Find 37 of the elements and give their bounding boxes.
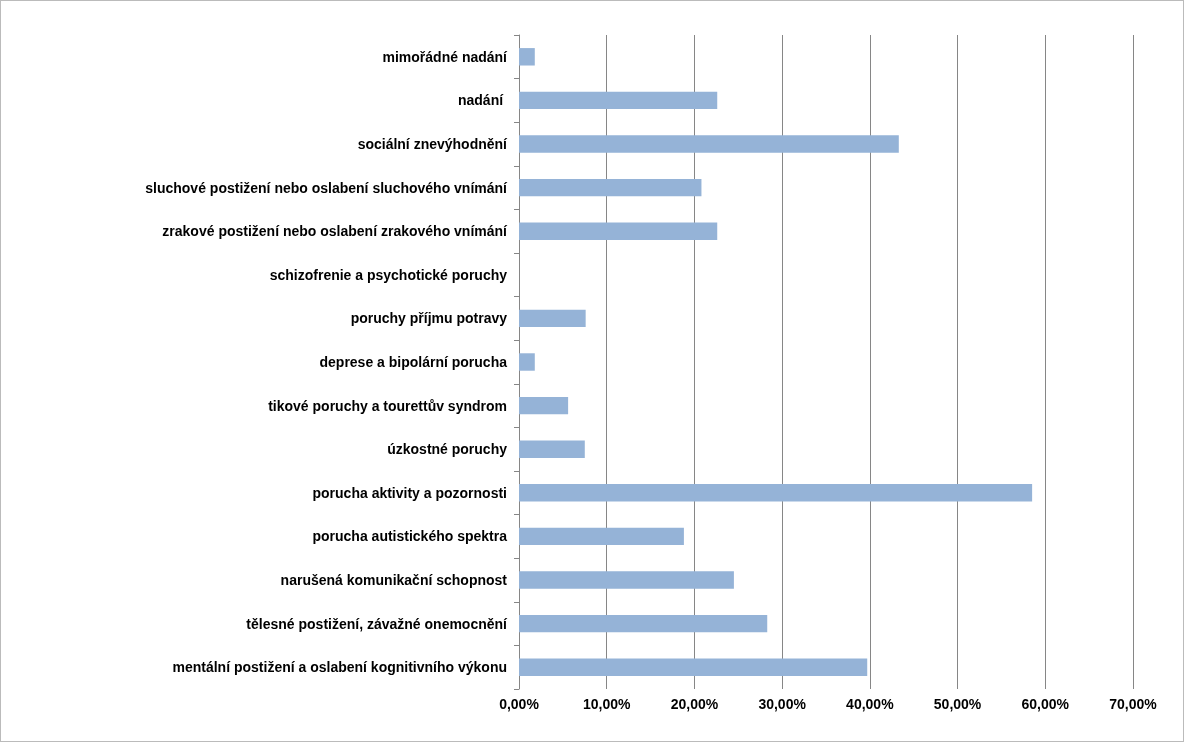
y-tick-label: deprese a bipolární porucha: [319, 354, 508, 370]
x-tick-label: 40,00%: [846, 696, 895, 712]
bar: [519, 658, 868, 676]
y-tick-label: poruchy příjmu potravy: [350, 310, 508, 327]
y-tick-label: schizofrenie a psychotické poruchy: [269, 266, 508, 283]
x-tick-label: 20,00%: [670, 696, 719, 712]
bar: [519, 440, 585, 458]
y-tick-label: sociální znevýhodnění: [357, 136, 509, 152]
bar: [519, 309, 586, 328]
y-tick-label: zrakové postižení nebo oslabení zrakového vnímání: [162, 223, 509, 240]
x-tick-label: 0,00%: [499, 696, 540, 712]
y-tick-label: úzkostné poruchy: [387, 441, 508, 458]
y-tick-label: mimořádné nadání: [382, 48, 509, 65]
y-tick-label: porucha aktivity a pozornosti: [312, 484, 507, 501]
x-tick-label: 60,00%: [1021, 696, 1070, 712]
y-tick-label: tikové poruchy a tourettův syndrom: [268, 397, 507, 414]
y-tick-label: tělesné postižení, závažné onemocnění: [246, 615, 509, 632]
x-tick-label: 70,00%: [1109, 696, 1158, 712]
y-tick-label: porucha autistického spektra: [312, 528, 508, 545]
bar: [519, 484, 1033, 502]
bar: [519, 91, 718, 110]
bar: [519, 614, 768, 633]
y-tick-label: narušená komunikační schopnost: [280, 572, 508, 588]
bar: [519, 135, 899, 153]
bar: [519, 178, 702, 197]
x-tick-label: 30,00%: [758, 696, 807, 712]
bar: [519, 527, 684, 546]
x-tick-label: 10,00%: [582, 696, 632, 712]
bar: [519, 571, 734, 589]
y-tick-label: mentální postižení a oslabení kognitivního výkonu: [172, 659, 507, 676]
bar: [519, 396, 569, 415]
bar: [519, 222, 718, 240]
bar: [519, 48, 535, 66]
y-tick-label: sluchové postižení nebo oslabení sluchového vnímání: [145, 179, 509, 196]
bar: [519, 353, 535, 371]
y-tick-label: nadání: [457, 92, 507, 109]
x-tick-label: 50,00%: [933, 696, 982, 712]
